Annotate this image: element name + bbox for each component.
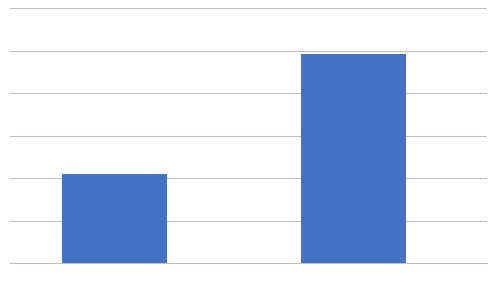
Bar bbox=[301, 54, 406, 263]
Bar bbox=[63, 174, 167, 263]
